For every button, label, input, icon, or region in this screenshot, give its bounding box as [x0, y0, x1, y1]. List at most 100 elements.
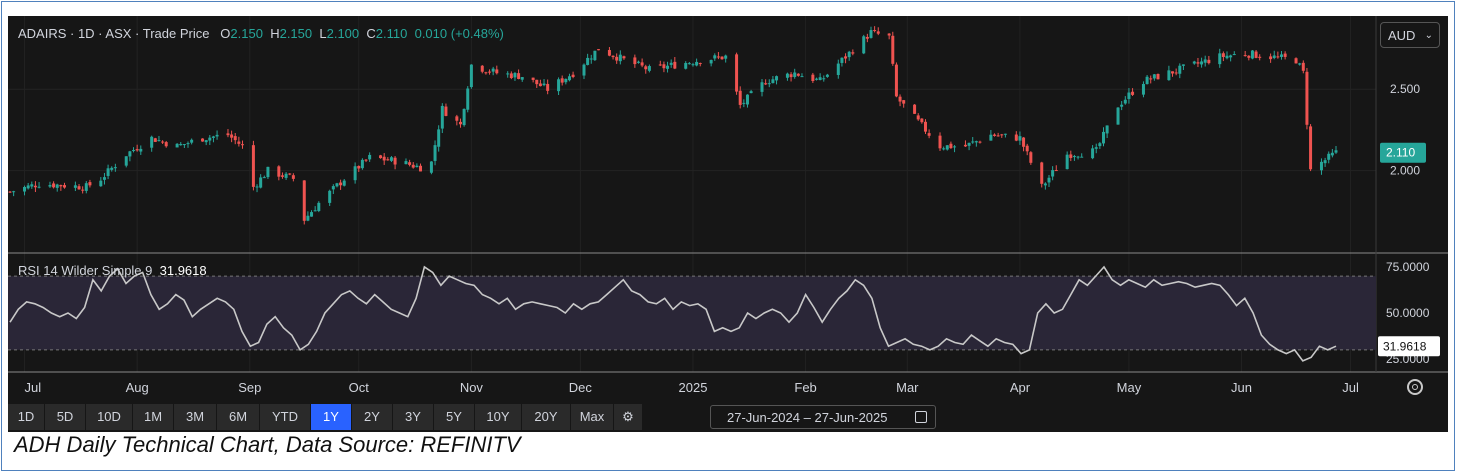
candle-body — [589, 58, 593, 60]
open-value: 2.150 — [230, 26, 263, 41]
candle-body — [1054, 170, 1058, 172]
candle-body — [1301, 62, 1305, 71]
candle-body — [1171, 71, 1175, 74]
open-label: O — [220, 26, 231, 41]
candle-body — [709, 59, 713, 64]
candle-body — [531, 77, 535, 80]
range-button-20y[interactable]: 20Y — [522, 404, 570, 430]
range-button-1m[interactable]: 1M — [133, 404, 173, 430]
candle-body — [902, 100, 906, 104]
settings-icon[interactable] — [1407, 379, 1423, 395]
candle-body — [30, 184, 34, 187]
range-button-3m[interactable]: 3M — [174, 404, 216, 430]
candle-body — [106, 168, 110, 176]
candle-body — [52, 183, 56, 188]
range-button-max[interactable]: Max — [571, 404, 613, 430]
candle-body — [353, 166, 357, 181]
candle-body — [615, 56, 619, 61]
candle-body — [691, 64, 695, 66]
candle-body — [764, 83, 768, 85]
candle-body — [110, 167, 114, 170]
candle-body — [1327, 153, 1331, 160]
candle-body — [1330, 152, 1334, 156]
candle-body — [1018, 136, 1022, 141]
candle-body — [393, 157, 397, 165]
range-button-6m[interactable]: 6M — [217, 404, 259, 430]
candle-body — [993, 134, 997, 136]
chart-caption: ADH Daily Technical Chart, Data Source: … — [14, 432, 521, 457]
candle-body — [967, 142, 971, 146]
currency-selector[interactable]: AUD ⌄ — [1380, 22, 1440, 48]
candle-body — [404, 161, 408, 165]
candle-body — [1192, 61, 1196, 64]
candle-body — [582, 64, 586, 76]
candle-body — [1309, 126, 1313, 170]
candle-body — [1127, 92, 1131, 99]
x-tick-label: Apr — [1010, 380, 1031, 395]
candle-body — [738, 90, 742, 105]
candle-body — [865, 36, 869, 39]
candle-body — [713, 55, 717, 59]
candle-body — [989, 134, 993, 141]
x-tick-label: Sep — [238, 380, 261, 395]
last-price-label: 2.110 — [1386, 146, 1415, 160]
candle-body — [386, 159, 390, 161]
candle-body — [186, 143, 190, 145]
candle-body — [1065, 154, 1069, 170]
candle-body — [33, 185, 37, 188]
candle-body — [211, 136, 215, 138]
candle-body — [437, 129, 441, 147]
candle-body — [440, 105, 444, 129]
candle-body — [1174, 72, 1178, 74]
candle-body — [317, 202, 321, 211]
range-button-5y[interactable]: 5Y — [434, 404, 474, 430]
candle-body — [215, 134, 219, 137]
candle-body — [1116, 107, 1120, 125]
candle-body — [208, 137, 212, 141]
high-label: H — [270, 26, 280, 41]
range-button-2y[interactable]: 2Y — [352, 404, 392, 430]
range-button-10d[interactable]: 10D — [86, 404, 132, 430]
candle-body — [1080, 156, 1084, 158]
chart-panel[interactable]: 2.000 2.500 2.110 75.0000 50.0000 25.0000 31.9… — [8, 16, 1448, 432]
range-button-3y[interactable]: 3Y — [393, 404, 433, 430]
candle-body — [1247, 55, 1251, 58]
rsi-label: RSI 14 Wilder Simple 9 — [18, 263, 153, 278]
candle-body — [586, 57, 590, 65]
candle-body — [1269, 56, 1273, 60]
candle-body — [517, 73, 521, 79]
candle-body — [1196, 62, 1200, 64]
chart-canvas[interactable]: 2.0002.5002.11075.000050.000025.000031.9… — [8, 16, 1448, 432]
candle-body — [633, 57, 637, 65]
candle-body — [335, 183, 339, 187]
range-button-5d[interactable]: 5D — [45, 404, 85, 430]
range-button-1d[interactable]: 1D — [8, 404, 44, 430]
candle-body — [8, 191, 12, 193]
candle-body — [77, 186, 81, 190]
rsi-last-tag — [1378, 336, 1440, 357]
candle-body — [132, 150, 136, 152]
candle-body — [974, 141, 978, 143]
candle-body — [190, 139, 194, 143]
candle-body — [1181, 64, 1185, 66]
candle-body — [139, 148, 143, 152]
rsi-value: 31.9618 — [159, 263, 207, 278]
candle-body — [1141, 83, 1145, 95]
candle-body — [164, 142, 168, 147]
range-button-10y[interactable]: 10Y — [475, 404, 521, 430]
gear-icon[interactable]: ⚙ — [614, 404, 642, 430]
range-button-1y[interactable]: 1Y — [311, 404, 351, 430]
candle-body — [266, 166, 270, 178]
range-button-ytd[interactable]: YTD — [260, 404, 310, 430]
candle-body — [433, 145, 437, 161]
candle-body — [618, 54, 622, 62]
candle-body — [1022, 137, 1026, 147]
candle-body — [284, 173, 288, 178]
date-range-picker[interactable]: 27-Jun-2024 – 27-Jun-2025 — [710, 405, 936, 429]
candle-body — [611, 55, 615, 58]
candle-body — [1051, 170, 1055, 177]
candle-body — [724, 55, 728, 59]
candle-body — [796, 73, 800, 76]
candle-body — [411, 164, 415, 168]
candle-body — [360, 159, 364, 169]
